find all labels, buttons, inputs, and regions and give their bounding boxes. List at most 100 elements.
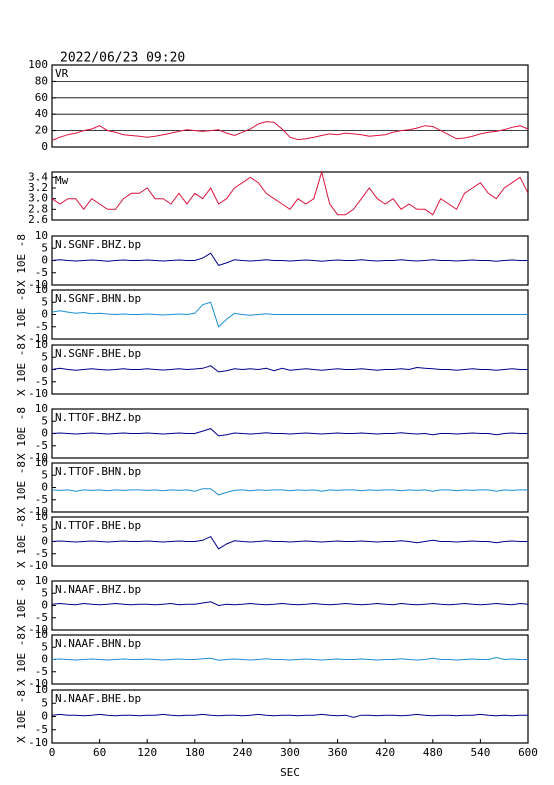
y-tick-label: -5 bbox=[35, 375, 48, 388]
y-tick-label: 100 bbox=[28, 58, 48, 71]
y-tick-label: 0 bbox=[41, 254, 48, 267]
y-tick-label: 5 bbox=[41, 696, 48, 709]
trace-line bbox=[51, 301, 528, 328]
y-tick-label: -5 bbox=[35, 439, 48, 452]
y-tick-label: -5 bbox=[35, 665, 48, 678]
y-tick-label: 0 bbox=[41, 308, 48, 321]
y-tick-label: 5 bbox=[41, 241, 48, 254]
trace-line bbox=[51, 601, 529, 607]
panel-label: Mw bbox=[55, 174, 69, 187]
y-tick-label: 40 bbox=[35, 107, 48, 120]
y-tick-label: -10 bbox=[28, 559, 48, 572]
y-tick-label: -10 bbox=[28, 623, 48, 636]
y-tick-label: 2.8 bbox=[28, 202, 48, 215]
x-tick-label: 480 bbox=[423, 746, 443, 759]
y-tick-label: 0 bbox=[41, 599, 48, 612]
y-tick-label: 0 bbox=[41, 653, 48, 666]
y-tick-label: 5 bbox=[41, 468, 48, 481]
y-tick-label: 3.4 bbox=[28, 170, 48, 183]
chart-title: 2022/06/23 09:20 bbox=[60, 51, 185, 66]
y-tick-label: 10 bbox=[35, 683, 48, 696]
trace-line bbox=[51, 252, 528, 266]
y-tick-label: 10 bbox=[35, 402, 48, 415]
y-tick-label: -5 bbox=[35, 723, 48, 736]
y-tick-label: 0 bbox=[41, 710, 48, 723]
y-tick-label: -10 bbox=[28, 677, 48, 690]
y-tick-label: 5 bbox=[41, 640, 48, 653]
panel-label: N.SGNF.BHZ.bp bbox=[55, 238, 141, 251]
panel-label: N.TTOF.BHN.bp bbox=[55, 465, 141, 478]
y-tick-label: 5 bbox=[41, 350, 48, 363]
trace-line bbox=[51, 121, 529, 141]
y-tick-label: 10 bbox=[35, 628, 48, 641]
panel-label: N.NAAF.BHN.bp bbox=[55, 637, 141, 650]
y-axis-label: X 10E -8 bbox=[15, 515, 28, 568]
y-axis-label: X 10E -8 bbox=[15, 461, 28, 514]
x-tick-label: 240 bbox=[232, 746, 252, 759]
panel-label: N.SGNF.BHE.bp bbox=[55, 347, 141, 360]
panel-label: N.NAAF.BHE.bp bbox=[55, 692, 141, 705]
y-tick-label: 0 bbox=[41, 427, 48, 440]
y-tick-label: 0 bbox=[41, 363, 48, 376]
trace-line bbox=[51, 488, 528, 496]
x-tick-label: 540 bbox=[470, 746, 490, 759]
panel-label: N.TTOF.BHE.bp bbox=[55, 519, 141, 532]
y-axis-label: X 10E -8 bbox=[15, 690, 28, 743]
x-axis-label: SEC bbox=[280, 766, 300, 779]
y-axis-label: X 10E -8 bbox=[15, 343, 28, 396]
y-tick-label: 5 bbox=[41, 522, 48, 535]
trace-line bbox=[51, 713, 528, 718]
panel-frame bbox=[51, 171, 529, 221]
y-tick-label: -10 bbox=[28, 505, 48, 518]
y-tick-label: -10 bbox=[28, 736, 48, 749]
y-axis-label: X 10E -8 bbox=[15, 234, 28, 287]
y-tick-label: 20 bbox=[35, 124, 48, 137]
y-axis-label: X 10E -8 bbox=[15, 288, 28, 341]
trace-line bbox=[51, 535, 528, 550]
y-tick-label: 10 bbox=[35, 574, 48, 587]
x-tick-label: 420 bbox=[375, 746, 395, 759]
y-tick-label: 10 bbox=[35, 283, 48, 296]
trace-line bbox=[51, 365, 528, 373]
panel-label: N.TTOF.BHZ.bp bbox=[55, 411, 141, 424]
y-tick-label: -5 bbox=[35, 266, 48, 279]
y-tick-label: -5 bbox=[35, 320, 48, 333]
y-tick-label: 0 bbox=[41, 535, 48, 548]
y-tick-label: -10 bbox=[28, 451, 48, 464]
y-axis-label: X 10E -8 bbox=[15, 633, 28, 686]
x-tick-label: 600 bbox=[518, 746, 538, 759]
trace-line bbox=[51, 656, 528, 661]
y-tick-label: 5 bbox=[41, 295, 48, 308]
x-tick-label: 60 bbox=[93, 746, 106, 759]
y-tick-label: -10 bbox=[28, 278, 48, 291]
y-tick-label: 5 bbox=[41, 414, 48, 427]
panel-label: N.NAAF.BHZ.bp bbox=[55, 583, 141, 596]
trace-line bbox=[51, 428, 528, 437]
y-tick-label: 0 bbox=[41, 140, 48, 153]
y-tick-label: -10 bbox=[28, 332, 48, 345]
y-tick-label: -5 bbox=[35, 493, 48, 506]
y-tick-label: -10 bbox=[28, 387, 48, 400]
x-tick-label: 300 bbox=[280, 746, 300, 759]
y-tick-label: 3.2 bbox=[28, 181, 48, 194]
panel-label: VR bbox=[55, 67, 69, 80]
y-tick-label: -5 bbox=[35, 611, 48, 624]
y-tick-label: 2.6 bbox=[28, 213, 48, 226]
x-tick-label: 360 bbox=[328, 746, 348, 759]
y-axis-label: X 10E -8 bbox=[15, 407, 28, 460]
x-tick-label: 0 bbox=[49, 746, 56, 759]
panel-label: N.SGNF.BHN.bp bbox=[55, 292, 141, 305]
y-tick-label: -5 bbox=[35, 547, 48, 560]
y-tick-label: 10 bbox=[35, 456, 48, 469]
y-tick-label: 10 bbox=[35, 510, 48, 523]
y-tick-label: 10 bbox=[35, 338, 48, 351]
y-tick-label: 5 bbox=[41, 586, 48, 599]
y-tick-label: 10 bbox=[35, 229, 48, 242]
trace-line bbox=[51, 170, 529, 216]
x-tick-label: 120 bbox=[137, 746, 157, 759]
y-tick-label: 0 bbox=[41, 481, 48, 494]
y-tick-label: 60 bbox=[35, 91, 48, 104]
y-tick-label: 80 bbox=[35, 74, 48, 87]
y-tick-label: 3.0 bbox=[28, 192, 48, 205]
